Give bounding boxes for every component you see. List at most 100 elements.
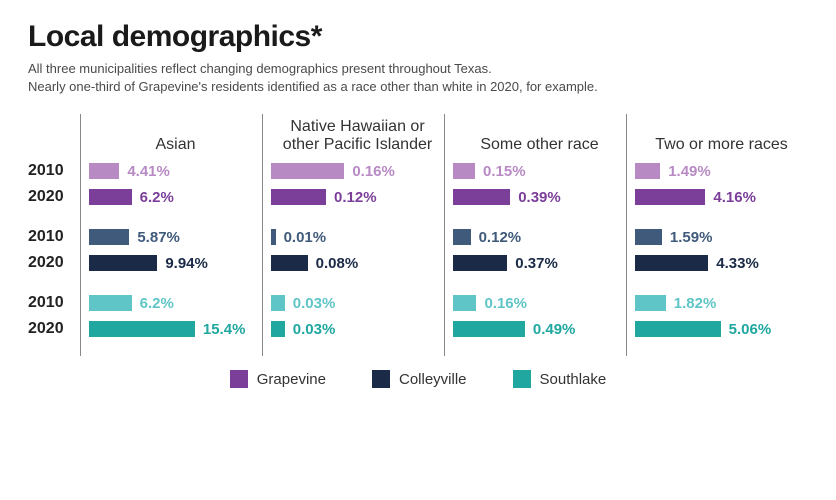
year-group: 20102020 (28, 224, 80, 276)
year-group: 20102020 (28, 290, 80, 342)
bar-value: 1.82% (674, 295, 717, 312)
year-label: 2010 (28, 290, 80, 316)
bar-value: 0.49% (533, 321, 576, 338)
bar-row: 0.03% (271, 290, 444, 316)
category-header: Two or more races (635, 114, 808, 158)
bar-row: 0.16% (453, 290, 626, 316)
bar (89, 295, 132, 311)
bar-value: 5.87% (137, 229, 180, 246)
city-group: 1.82% 5.06% (635, 290, 808, 342)
chart-subtitle: All three municipalities reflect changin… (28, 60, 808, 96)
bar (635, 229, 662, 245)
bar-value: 9.94% (165, 255, 208, 272)
bar-row: 1.82% (635, 290, 808, 316)
year-label: 2020 (28, 250, 80, 276)
bar-value: 5.06% (729, 321, 772, 338)
bar (89, 163, 119, 179)
category-header: Some other race (453, 114, 626, 158)
year-label: 2010 (28, 158, 80, 184)
bar-row: 5.87% (89, 224, 262, 250)
bar-value: 0.16% (352, 163, 395, 180)
bar-value: 1.59% (670, 229, 713, 246)
city-group: 1.49%4.16% (635, 158, 808, 210)
legend-label: Grapevine (257, 371, 326, 388)
bar-value: 4.33% (716, 255, 759, 272)
bar (453, 189, 510, 205)
demographics-chart: 201020202010202020102020 Asian4.41%6.2%5… (28, 114, 808, 356)
bar-value: 0.12% (479, 229, 522, 246)
city-group: 6.2%15.4% (89, 290, 262, 342)
bar (453, 163, 475, 179)
bar-value: 0.08% (316, 255, 359, 272)
bar-row: 0.12% (271, 184, 444, 210)
category-header: Asian (89, 114, 262, 158)
bar-value: 0.12% (334, 189, 377, 206)
bar (89, 189, 132, 205)
legend-swatch (372, 370, 390, 388)
bar-row: 4.16% (635, 184, 808, 210)
subtitle-line-1: All three municipalities reflect changin… (28, 61, 492, 76)
bar-row: 9.94% (89, 250, 262, 276)
bar-row: 4.41% (89, 158, 262, 184)
legend-label: Southlake (540, 371, 607, 388)
city-group: 0.16% 0.12% (271, 158, 444, 210)
category-column: Some other race0.15% 0.39% 0.12% 0.37% 0.16%… (444, 114, 626, 356)
category-column: Native Hawaiian or other Pacific Islande… (262, 114, 444, 356)
bar-row: 15.4% (89, 316, 262, 342)
bar-value: 0.03% (293, 295, 336, 312)
bar-value: 0.16% (484, 295, 527, 312)
bar (635, 321, 721, 337)
bar (271, 189, 326, 205)
bar-row: 5.06% (635, 316, 808, 342)
bar (89, 229, 129, 245)
bar (89, 255, 157, 271)
bar-value: 0.01% (284, 229, 327, 246)
bar-row: 0.37% (453, 250, 626, 276)
bar (89, 321, 195, 337)
bar (271, 295, 285, 311)
bar (453, 255, 507, 271)
bar-row: 1.59% (635, 224, 808, 250)
legend-swatch (513, 370, 531, 388)
bar (635, 189, 705, 205)
year-axis: 201020202010202020102020 (28, 114, 80, 356)
bar-row: 6.2% (89, 290, 262, 316)
legend-item: Southlake (513, 370, 607, 388)
bar (453, 321, 525, 337)
legend-item: Grapevine (230, 370, 326, 388)
bar (271, 163, 344, 179)
year-label: 2010 (28, 224, 80, 250)
category-header: Native Hawaiian or other Pacific Islande… (271, 114, 444, 158)
bar-row: 0.39% (453, 184, 626, 210)
bar-row: 6.2% (89, 184, 262, 210)
category-columns: Asian4.41%6.2%5.87%9.94%6.2%15.4%Native … (80, 114, 808, 356)
bar (271, 229, 276, 245)
bar-row: 4.33% (635, 250, 808, 276)
city-group: 0.01% 0.08% (271, 224, 444, 276)
year-label: 2020 (28, 316, 80, 342)
city-group: 4.41% 6.2% (89, 158, 262, 210)
city-group: 0.15% 0.39% (453, 158, 626, 210)
legend-item: Colleyville (372, 370, 467, 388)
chart-title: Local demographics* (28, 20, 808, 54)
bar-value: 0.39% (518, 189, 561, 206)
bar-value: 6.2% (140, 189, 174, 206)
bar-row: 0.16% (271, 158, 444, 184)
bar-value: 0.37% (515, 255, 558, 272)
category-column: Asian4.41%6.2%5.87%9.94%6.2%15.4% (80, 114, 262, 356)
bar (453, 295, 476, 311)
year-label: 2020 (28, 184, 80, 210)
bar (271, 255, 308, 271)
bar-row: 0.15% (453, 158, 626, 184)
year-group: 20102020 (28, 158, 80, 210)
bar-row: 0.01% (271, 224, 444, 250)
bar-value: 4.16% (713, 189, 756, 206)
bar (271, 321, 285, 337)
bar (635, 255, 708, 271)
legend-swatch (230, 370, 248, 388)
legend-label: Colleyville (399, 371, 467, 388)
bar-value: 1.49% (668, 163, 711, 180)
bar-row: 0.08% (271, 250, 444, 276)
city-group: 1.59%4.33% (635, 224, 808, 276)
subtitle-line-2: Nearly one-third of Grapevine's resident… (28, 79, 598, 94)
